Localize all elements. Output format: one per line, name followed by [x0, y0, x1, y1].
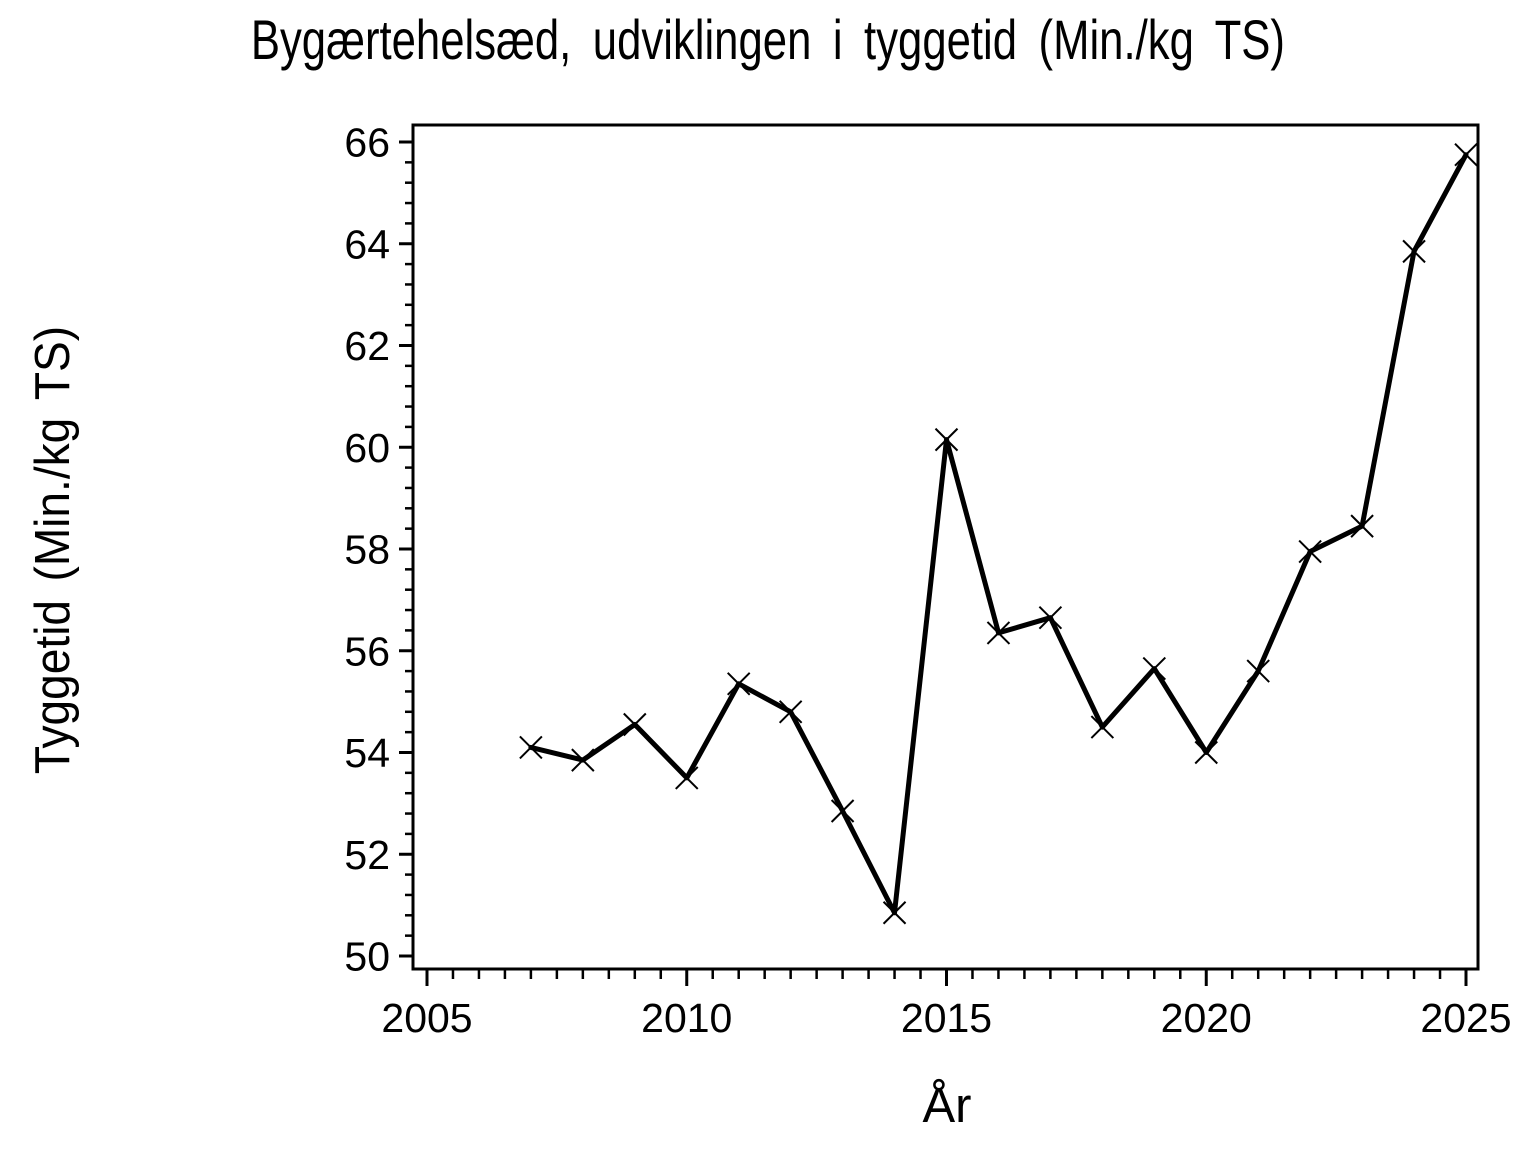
y-tick-label: 64 — [344, 221, 390, 267]
x-cross-marker — [675, 766, 699, 790]
x-cross-marker — [934, 427, 959, 452]
x-cross-marker — [1350, 514, 1374, 538]
y-tick-label: 60 — [344, 425, 390, 471]
x-tick-label: 2025 — [1420, 995, 1511, 1041]
x-cross-marker — [1090, 715, 1115, 739]
data-line — [528, 152, 1469, 916]
y-tick-label: 52 — [344, 832, 390, 878]
x-axis-label: År — [922, 1079, 972, 1133]
x-cross-marker — [726, 672, 751, 696]
x-tick-label: 2010 — [641, 995, 732, 1041]
x-tick-label: 2015 — [901, 995, 992, 1041]
y-tick-label: 54 — [344, 730, 390, 776]
y-tick-label: 56 — [344, 628, 390, 674]
x-cross-marker — [1402, 239, 1426, 264]
x-cross-marker — [1246, 659, 1270, 683]
x-cross-marker — [1038, 605, 1063, 630]
x-cross-marker — [882, 901, 907, 925]
x-cross-marker — [1454, 143, 1478, 167]
y-tick-label: 66 — [344, 120, 390, 166]
x-cross-marker — [623, 712, 647, 737]
chart-title-text: Bygærtehelsæd, udviklingen i tyggetid (M… — [250, 8, 1286, 71]
y-tick-label: 62 — [344, 323, 390, 369]
x-cross-marker — [1142, 656, 1167, 681]
chart-title: Bygærtehelsæd, udviklingen i tyggetid (M… — [0, 8, 1536, 72]
x-tick-label: 2020 — [1161, 995, 1252, 1041]
x-tick-label: 2005 — [381, 995, 472, 1041]
x-cross-marker — [1298, 539, 1322, 564]
x-cross-marker — [571, 748, 595, 772]
y-tick-label: 50 — [344, 934, 390, 980]
x-cross-marker — [1194, 740, 1218, 765]
x-cross-marker — [986, 621, 1011, 645]
y-tick-label: 58 — [344, 527, 390, 573]
x-cross-marker — [778, 700, 803, 724]
x-cross-marker — [519, 735, 543, 760]
x-cross-marker — [830, 799, 855, 823]
